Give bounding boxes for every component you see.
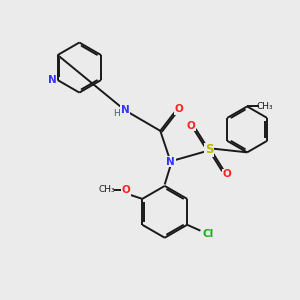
- Text: N: N: [121, 105, 129, 115]
- Text: O: O: [222, 169, 231, 179]
- Text: N: N: [166, 157, 175, 167]
- Text: S: S: [205, 143, 213, 157]
- Text: O: O: [174, 104, 183, 114]
- Text: CH₃: CH₃: [99, 185, 116, 194]
- Text: Cl: Cl: [202, 229, 213, 238]
- Text: CH₃: CH₃: [256, 102, 273, 111]
- Text: H: H: [113, 109, 120, 118]
- Text: O: O: [122, 185, 130, 195]
- Text: O: O: [187, 121, 196, 131]
- Text: N: N: [48, 75, 57, 85]
